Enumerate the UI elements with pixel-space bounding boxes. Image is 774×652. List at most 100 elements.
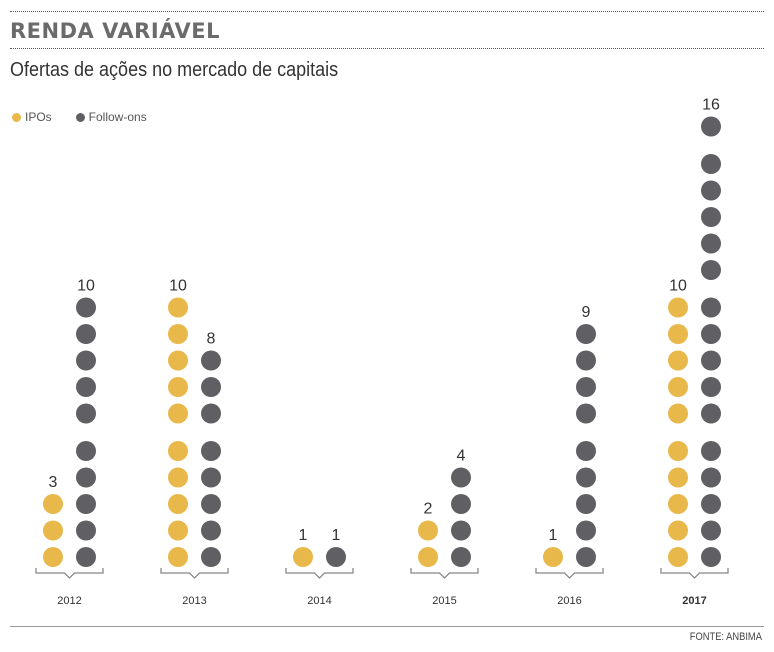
followon-dot [701, 520, 721, 541]
value-label: 2 [424, 501, 433, 518]
followon-dot [201, 547, 221, 567]
value-label: 10 [77, 278, 95, 295]
bottom-rule [10, 626, 764, 627]
followon-dot [701, 116, 721, 137]
value-label: 10 [669, 278, 687, 295]
followon-dot [701, 494, 721, 514]
followon-dot [201, 520, 221, 541]
value-label: 3 [49, 474, 58, 491]
category-bracket [160, 568, 229, 579]
ipo-dot [293, 547, 313, 567]
section-dotted-rule [10, 48, 764, 49]
followon-dot [576, 441, 596, 461]
followon-dot [701, 260, 721, 280]
followon-dot [451, 547, 471, 567]
chart-title: Ofertas de ações no mercado de capitais [10, 59, 339, 81]
ipo-dot [43, 520, 63, 541]
ipo-dot [418, 520, 438, 541]
category-label: 2013 [182, 595, 206, 607]
ipo-dot [43, 494, 63, 514]
followon-dot [701, 403, 721, 424]
followon-dot [76, 441, 96, 461]
ipo-dot [168, 441, 188, 461]
followon-dot [201, 377, 221, 397]
followon-dot [76, 324, 96, 344]
category-label: 2012 [57, 595, 81, 607]
ipo-dot [668, 377, 688, 397]
ipo-dot [668, 403, 688, 424]
ipo-dot [168, 377, 188, 397]
followon-dot [701, 377, 721, 397]
followon-dot [451, 494, 471, 514]
category-bracket [660, 568, 729, 579]
legend-item-ipos: IPOs [12, 110, 52, 124]
ipo-dot [168, 324, 188, 344]
value-label: 9 [582, 304, 591, 321]
category-label: 2016 [557, 595, 581, 607]
followon-dot [451, 467, 471, 488]
followon-dot [201, 350, 221, 371]
followon-dot [76, 547, 96, 567]
ipo-dot [168, 297, 188, 318]
ipo-dot [168, 520, 188, 541]
ipo-dot [168, 494, 188, 514]
followon-dot [701, 180, 721, 201]
ipo-dot [543, 547, 563, 567]
followon-dot [201, 494, 221, 514]
ipo-dot [43, 547, 63, 567]
category-bracket [285, 568, 354, 579]
followon-dot [76, 297, 96, 318]
ipo-dot [668, 324, 688, 344]
ipo-dot [668, 441, 688, 461]
ipo-dot [668, 547, 688, 567]
category-label: 2015 [432, 595, 456, 607]
followon-dot [701, 467, 721, 488]
source-note: FONTE: ANBIMA [689, 631, 762, 643]
followon-dot [326, 547, 346, 567]
followon-dot [701, 547, 721, 567]
category-label: 2014 [307, 595, 331, 607]
ipo-dot [168, 467, 188, 488]
followon-dot [201, 403, 221, 424]
followon-dot [576, 547, 596, 567]
value-label: 10 [169, 278, 187, 295]
ipo-dot [168, 403, 188, 424]
followon-dot [576, 520, 596, 541]
followon-dot [76, 403, 96, 424]
legend-item-followons: Follow-ons [75, 110, 147, 124]
category-bracket [535, 568, 604, 579]
legend-dot-ipos-icon [12, 112, 21, 122]
followon-dot [701, 207, 721, 227]
section-title: RENDA VARIÁVEL [10, 19, 220, 43]
top-dotted-rule [10, 11, 764, 12]
value-label: 1 [299, 527, 308, 544]
ipo-dot [668, 494, 688, 514]
value-label: 1 [549, 527, 558, 544]
ipo-dot [168, 547, 188, 567]
value-label: 1 [332, 527, 341, 544]
category-bracket [410, 568, 479, 579]
ipo-dot [668, 520, 688, 541]
followon-dot [576, 350, 596, 371]
followon-dot [701, 350, 721, 371]
ipo-dot [668, 350, 688, 371]
followon-dot [576, 403, 596, 424]
value-label: 4 [457, 448, 466, 465]
legend-label-followons: Follow-ons [88, 110, 147, 124]
followon-dot [76, 494, 96, 514]
followon-dot [701, 441, 721, 461]
category-label: 2017 [682, 595, 706, 607]
ipo-dot [168, 350, 188, 371]
ipo-dot [668, 467, 688, 488]
category-bracket [35, 568, 104, 579]
followon-dot [451, 520, 471, 541]
followon-dot [576, 324, 596, 344]
followon-dot [701, 324, 721, 344]
ipo-dot [668, 297, 688, 318]
ipo-dot [418, 547, 438, 567]
followon-dot [201, 441, 221, 461]
followon-dot [701, 154, 721, 174]
value-label: 8 [207, 331, 216, 348]
followon-dot [201, 467, 221, 488]
